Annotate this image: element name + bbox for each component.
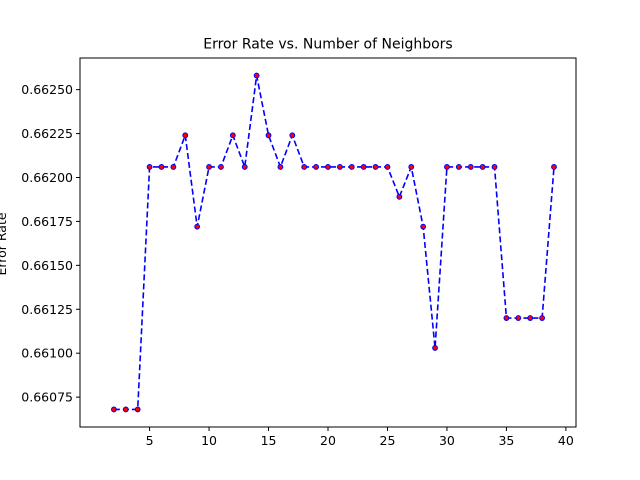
data-point xyxy=(396,193,403,200)
data-point xyxy=(420,223,427,230)
data-point xyxy=(289,132,296,139)
data-point xyxy=(265,132,272,139)
data-point xyxy=(551,164,557,170)
data-point xyxy=(491,164,498,170)
y-tick-label: 0.66150 xyxy=(21,258,73,273)
data-point xyxy=(277,164,284,170)
data-point xyxy=(372,164,379,170)
data-point xyxy=(539,315,546,321)
data-point xyxy=(229,132,236,139)
data-point xyxy=(170,164,177,170)
x-tick-label: 40 xyxy=(558,433,574,448)
data-point xyxy=(467,164,474,170)
data-point xyxy=(194,223,201,230)
data-point xyxy=(134,406,141,413)
error-rate-series xyxy=(110,72,557,413)
data-point xyxy=(206,164,212,170)
series-line xyxy=(113,75,555,411)
data-point xyxy=(325,164,331,170)
data-point xyxy=(182,132,189,139)
data-point xyxy=(408,164,415,170)
x-tick-label: 30 xyxy=(439,433,455,448)
data-point xyxy=(360,164,367,170)
data-point xyxy=(301,164,308,170)
data-point xyxy=(444,164,450,170)
data-point xyxy=(455,164,462,170)
y-tick-label: 0.66250 xyxy=(21,82,73,97)
data-point xyxy=(336,164,343,170)
y-tick-label: 0.66200 xyxy=(21,170,73,185)
y-tick-label: 0.66100 xyxy=(21,346,73,361)
x-tick-label: 5 xyxy=(146,433,154,448)
chart-title: Error Rate vs. Number of Neighbors xyxy=(203,37,452,53)
data-point xyxy=(503,315,510,321)
x-tick-label: 15 xyxy=(261,433,277,448)
data-point xyxy=(122,406,129,413)
data-point xyxy=(515,315,522,321)
plot-frame xyxy=(79,57,577,428)
axis-ticks: 5 10 15 20 25 30 35 40 0.66075 0.66100 0.66125 0.66… xyxy=(21,82,574,448)
y-tick-label: 0.66125 xyxy=(21,302,73,317)
x-tick-label: 10 xyxy=(201,433,217,448)
data-point xyxy=(527,315,534,321)
data-point xyxy=(241,164,248,170)
data-point xyxy=(218,164,224,170)
y-tick-label: 0.66075 xyxy=(21,390,73,405)
x-tick-label: 35 xyxy=(498,433,514,448)
data-point xyxy=(432,345,438,351)
data-point xyxy=(146,164,153,170)
x-tick-label: 20 xyxy=(320,433,336,448)
data-point xyxy=(313,164,320,170)
y-tick-label: 0.66225 xyxy=(21,126,73,141)
data-point xyxy=(348,164,355,170)
y-axis-label: Error Rate xyxy=(0,212,9,275)
data-point xyxy=(384,164,391,170)
x-tick-label: 25 xyxy=(380,433,396,448)
data-point xyxy=(158,164,165,170)
y-tick-label: 0.66175 xyxy=(21,214,73,229)
data-point xyxy=(110,406,117,413)
data-point xyxy=(253,72,260,79)
data-point xyxy=(479,164,486,170)
